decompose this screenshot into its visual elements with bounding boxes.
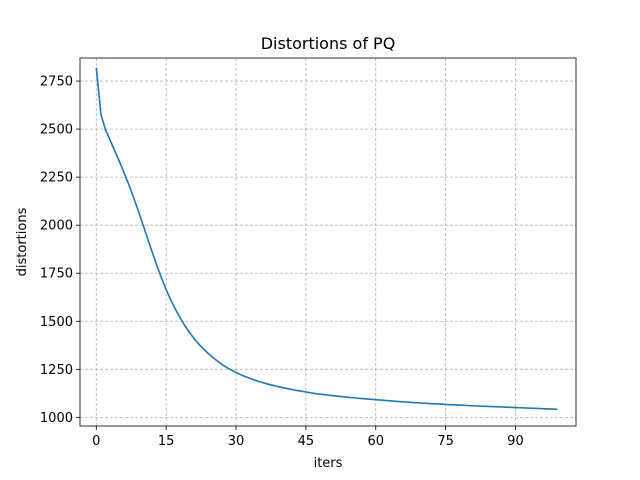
axis-ticks: 0 15 30 45 60 75 90 1000 1250 1500 1750 2000 2250 250…	[40, 75, 524, 449]
plot-frame	[79, 57, 577, 427]
x-tick-label: 30	[228, 434, 245, 449]
y-tick-label: 1500	[40, 315, 73, 330]
x-tick-label: 90	[507, 434, 524, 449]
y-axis-label: distortions	[15, 207, 30, 276]
y-tick-label: 2750	[40, 75, 73, 90]
x-tick-label: 75	[437, 434, 454, 449]
x-tick-label: 15	[158, 434, 175, 449]
chart-title: Distortions of PQ	[261, 34, 396, 53]
series-line	[95, 67, 558, 411]
x-tick-label: 45	[298, 434, 315, 449]
y-tick-label: 1250	[40, 363, 73, 378]
x-tick-label: 0	[92, 434, 100, 449]
y-tick-label: 2000	[40, 219, 73, 234]
y-tick-label: 1750	[40, 267, 73, 282]
y-tick-label: 2250	[40, 171, 73, 186]
x-tick-label: 60	[367, 434, 384, 449]
y-tick-label: 2500	[40, 123, 73, 138]
series-group	[95, 67, 558, 411]
y-tick-label: 1000	[40, 411, 73, 426]
grid	[80, 58, 576, 426]
x-axis-label: iters	[314, 456, 343, 471]
